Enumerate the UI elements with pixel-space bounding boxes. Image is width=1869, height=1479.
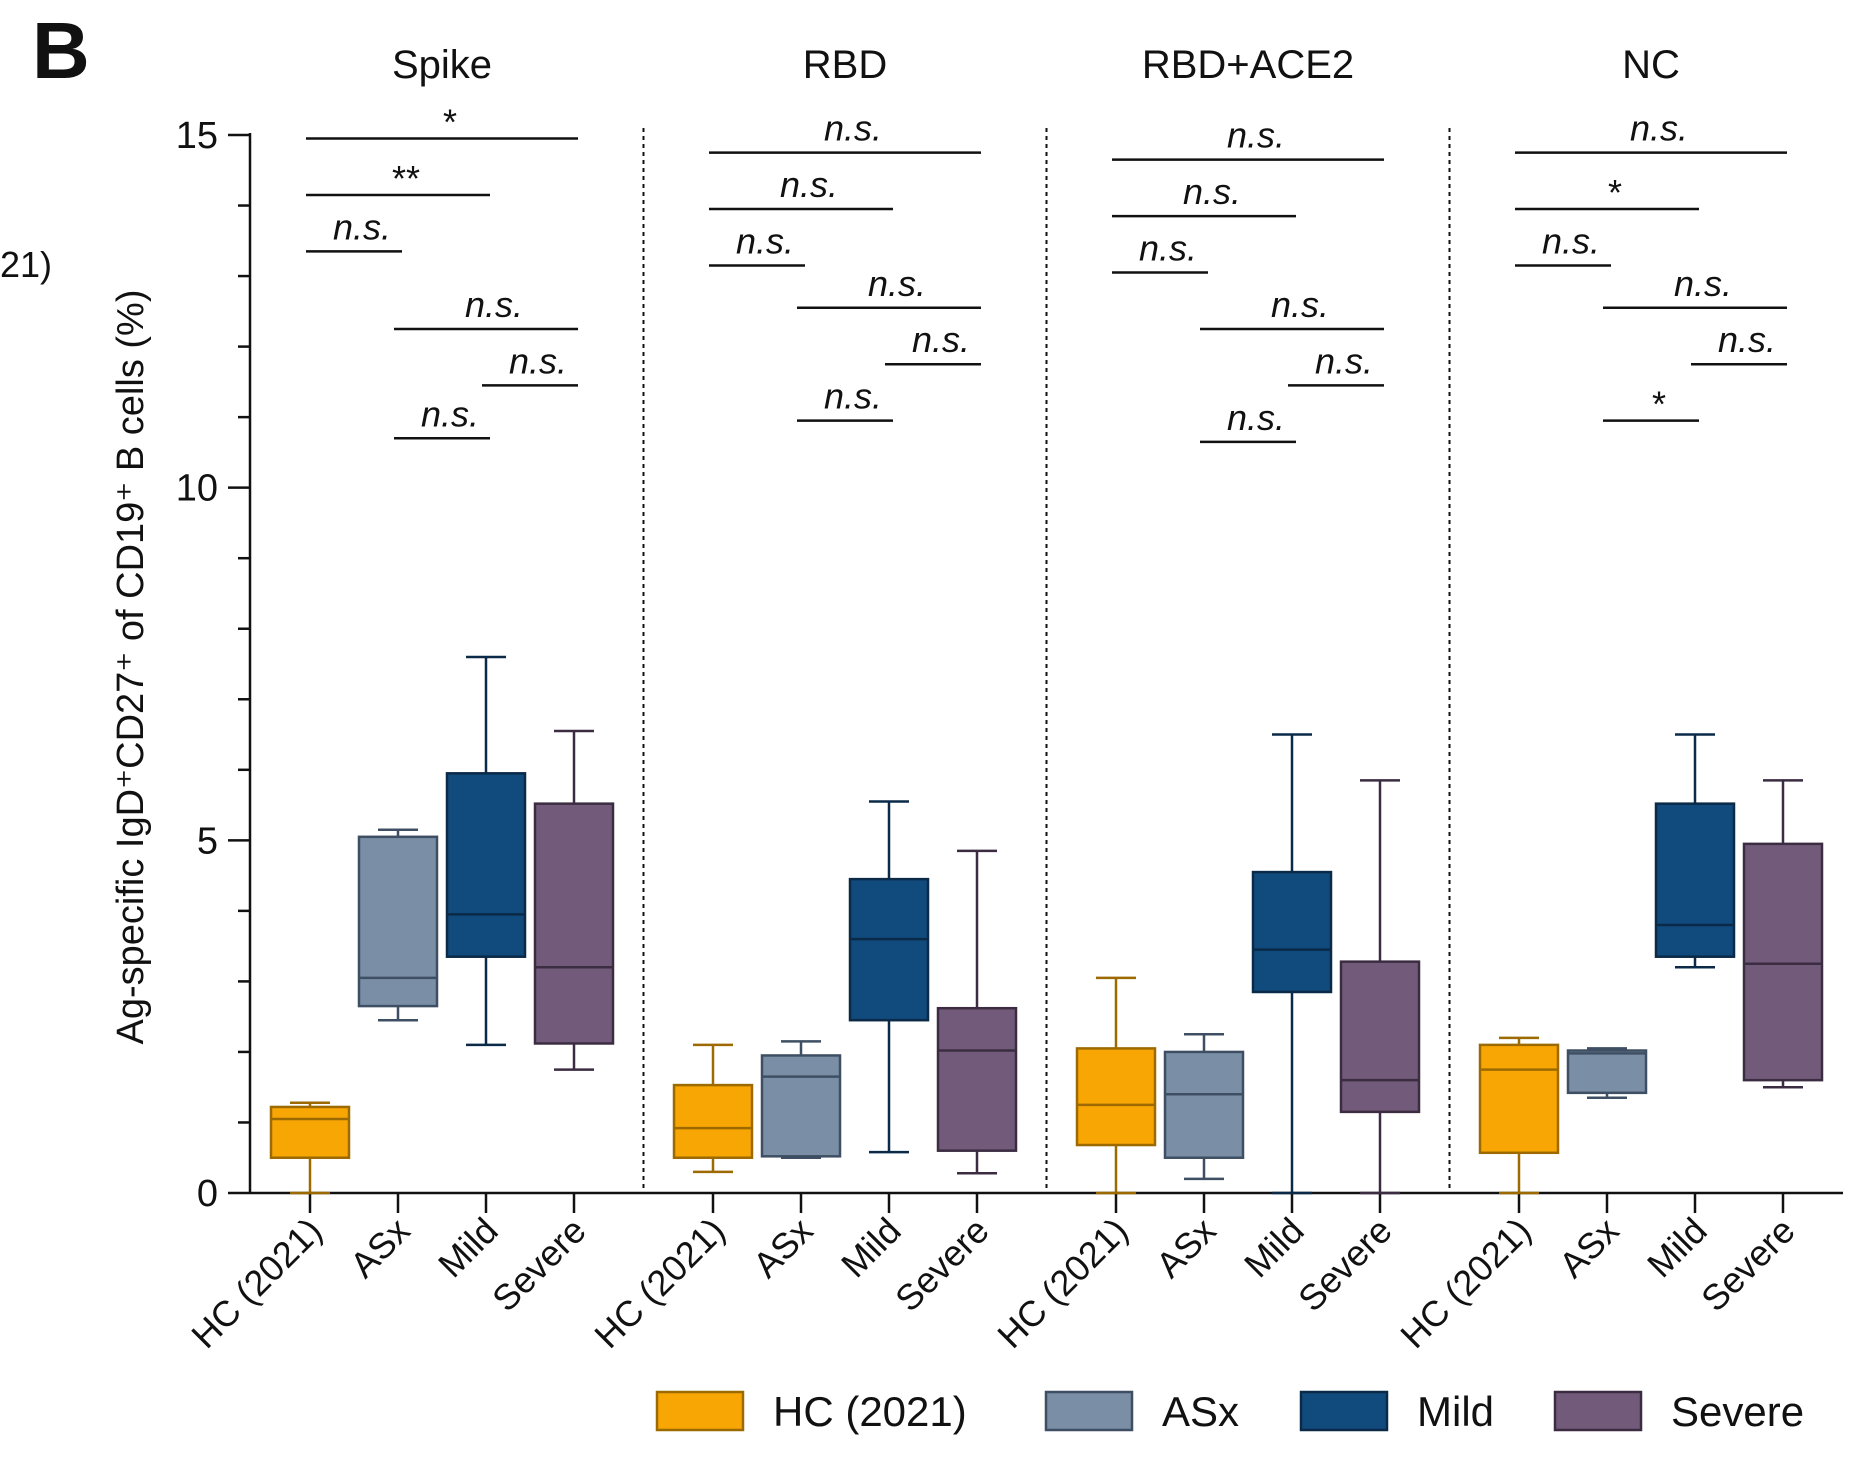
x-tick-label: HC (2021) <box>183 1210 329 1356</box>
y-tick-label: 0 <box>197 1173 218 1215</box>
edge-text-fragment: 21) <box>0 244 52 285</box>
significance-label: n.s. <box>1630 108 1688 149</box>
box-severe <box>1742 842 1824 1082</box>
significance-label: n.s. <box>465 284 523 325</box>
significance-label: * <box>1652 384 1666 425</box>
box-severe <box>533 802 615 1045</box>
panel-title: Spike <box>392 43 492 87</box>
panel-title: NC <box>1622 43 1680 87</box>
x-tick-label: Mild <box>430 1210 506 1286</box>
panel-title: RBD+ACE2 <box>1142 43 1354 87</box>
y-tick-label: 15 <box>176 115 218 157</box>
box-mild <box>1654 802 1736 958</box>
significance-label: n.s. <box>1227 115 1285 156</box>
significance-label: * <box>443 102 457 143</box>
y-tick-label: 5 <box>197 820 218 862</box>
significance-label: n.s. <box>333 206 391 247</box>
significance-label: n.s. <box>736 220 794 261</box>
legend-label: ASx <box>1162 1388 1239 1435</box>
significance-label: n.s. <box>1139 228 1197 269</box>
x-tick-label: ASx <box>745 1210 821 1286</box>
x-tick-label: ASx <box>1148 1210 1224 1286</box>
panel-title: RBD <box>803 43 887 87</box>
significance-label: n.s. <box>1542 220 1600 261</box>
x-tick-label: HC (2021) <box>989 1210 1135 1356</box>
box-severe <box>936 1006 1018 1152</box>
legend-label: Mild <box>1417 1388 1494 1435</box>
box-hc-2021- <box>269 1105 351 1159</box>
significance-label: n.s. <box>1718 319 1776 360</box>
significance-label: n.s. <box>1315 340 1373 381</box>
legend-swatch <box>1044 1390 1134 1432</box>
x-tick-label: Mild <box>833 1210 909 1286</box>
x-tick-label: ASx <box>342 1210 418 1286</box>
legend-swatch <box>1299 1390 1389 1432</box>
box-hc-2021- <box>1478 1043 1560 1155</box>
legend: HC (2021) ASx Mild Severe <box>655 1388 1804 1435</box>
x-tick-label: Severe <box>1290 1210 1400 1320</box>
significance-label: * <box>1608 172 1622 213</box>
legend-label: HC (2021) <box>773 1388 967 1435</box>
x-tick-label: Severe <box>1693 1210 1803 1320</box>
box-hc-2021- <box>1075 1047 1157 1147</box>
significance-label: n.s. <box>780 164 838 205</box>
box-hc-2021- <box>672 1083 754 1159</box>
x-tick-label: Severe <box>484 1210 594 1320</box>
x-tick-label: Mild <box>1236 1210 1312 1286</box>
significance-label: n.s. <box>509 340 567 381</box>
box-mild <box>1251 870 1333 994</box>
panel-letter: B <box>32 6 90 95</box>
legend-label: Severe <box>1671 1388 1804 1435</box>
significance-label: n.s. <box>421 393 479 434</box>
box-mild <box>848 877 930 1022</box>
y-tick-label: 10 <box>176 468 218 510</box>
box-asx <box>760 1054 842 1158</box>
significance-label: n.s. <box>1674 263 1732 304</box>
significance-label: n.s. <box>824 376 882 417</box>
box-asx <box>1566 1049 1648 1095</box>
significance-label: n.s. <box>1227 397 1285 438</box>
x-tick-label: Mild <box>1639 1210 1715 1286</box>
x-tick-label: HC (2021) <box>586 1210 732 1356</box>
significance-label: n.s. <box>1271 284 1329 325</box>
significance-label: n.s. <box>912 319 970 360</box>
significance-label: n.s. <box>868 263 926 304</box>
box-mild <box>445 772 527 958</box>
box-severe <box>1339 960 1421 1114</box>
legend-swatch <box>655 1390 745 1432</box>
significance-label: n.s. <box>824 108 882 149</box>
x-tick-label: HC (2021) <box>1392 1210 1538 1356</box>
y-axis-label: Ag-specific IgD⁺CD27⁺ of CD19⁺ B cells (… <box>110 290 152 1045</box>
box-asx <box>357 835 439 1008</box>
significance-label: n.s. <box>1183 171 1241 212</box>
x-tick-label: Severe <box>887 1210 997 1320</box>
legend-swatch <box>1553 1390 1643 1432</box>
box-asx <box>1163 1050 1245 1159</box>
significance-label: ** <box>392 158 420 199</box>
x-tick-label: ASx <box>1551 1210 1627 1286</box>
